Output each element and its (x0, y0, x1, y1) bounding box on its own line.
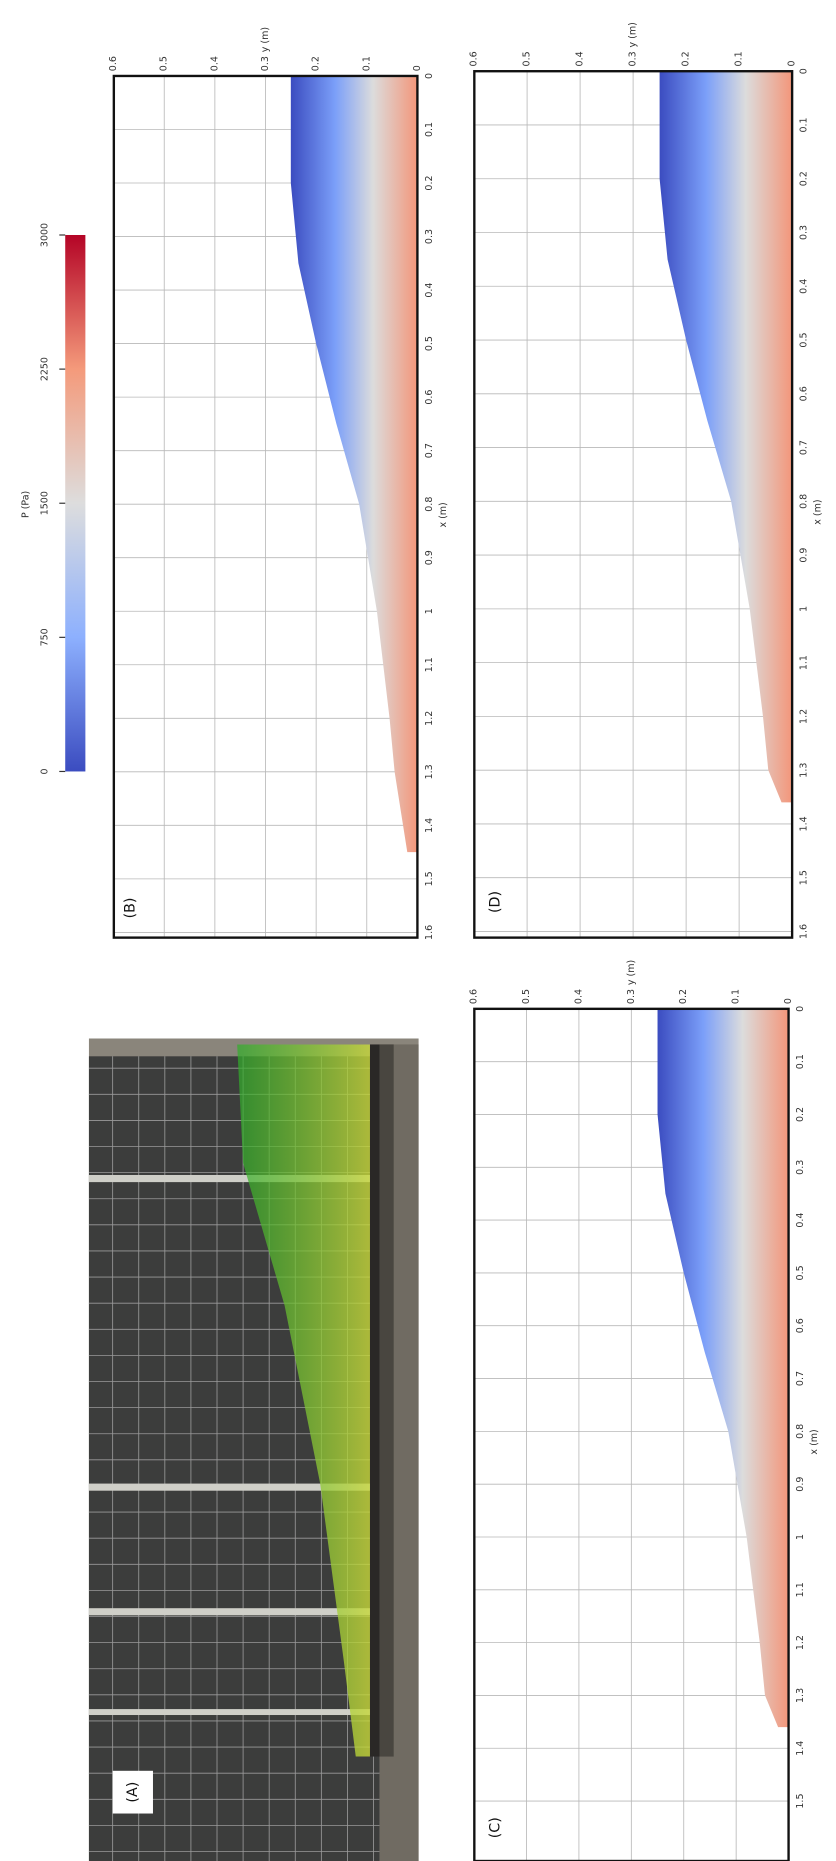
x-tick-label: 0.9 (795, 1477, 806, 1492)
x-axis-label: x (m) (438, 502, 449, 527)
y-tick-label: 0 (787, 60, 798, 66)
x-tick-label: 0.8 (798, 494, 809, 509)
colorbar-tick-label: 0 (40, 768, 51, 774)
x-tick-label: 0.7 (424, 443, 435, 458)
y-tick-label: 0 (783, 998, 794, 1004)
x-tick-label: 1.3 (424, 764, 435, 779)
x-tick-label: 0.6 (795, 1318, 806, 1333)
x-tick-label: 0.6 (424, 390, 435, 405)
x-tick-label: 1 (795, 1534, 806, 1540)
x-tick-label: 0.6 (798, 386, 809, 401)
y-tick-label: 0.5 (522, 51, 533, 66)
y-tick-label: 0.4 (575, 51, 586, 66)
x-tick-label: 0.1 (795, 1054, 806, 1069)
x-tick-label: 1.3 (798, 763, 809, 778)
x-tick-label: 0.4 (795, 1213, 806, 1228)
x-tick-label: 0.4 (424, 283, 435, 298)
x-tick-label: 0.2 (795, 1107, 806, 1122)
y-tick-label: 0.6 (469, 989, 480, 1004)
y-tick-label: 0.3 (626, 989, 637, 1004)
x-tick-label: 0.8 (424, 497, 435, 512)
x-tick-label: 1 (424, 608, 435, 614)
y-tick-label: 0.5 (521, 989, 532, 1004)
y-tick-label: 0.3 (628, 51, 639, 66)
x-tick-label: 0 (424, 73, 435, 79)
photo (88, 1038, 419, 1861)
x-axis-label: x (m) (813, 499, 824, 524)
panel-label: (A) (125, 1782, 141, 1803)
x-tick-label: 0.5 (798, 332, 809, 347)
y-tick-label: 0.1 (734, 51, 745, 66)
y-tick-label: 0.6 (108, 56, 119, 71)
panel-label: (C) (488, 1817, 504, 1838)
x-tick-label: 0.3 (798, 225, 809, 240)
y-tick-label: 0.5 (159, 56, 170, 71)
x-tick-label: 0.2 (798, 171, 809, 186)
colorbar (65, 234, 86, 772)
y-tick-label: 0.4 (573, 989, 584, 1004)
x-tick-label: 1.4 (798, 816, 809, 831)
x-tick-label: 0.7 (798, 440, 809, 455)
x-tick-label: 0.1 (424, 122, 435, 137)
panel-frame (473, 70, 794, 939)
x-tick-label: 0 (798, 68, 809, 74)
panel-frame (112, 74, 419, 939)
colorbar-tick-label: 2250 (40, 357, 51, 381)
x-tick-label: 1 (798, 606, 809, 612)
x-tick-label: 1.1 (798, 655, 809, 670)
y-axis-label: y (m) (260, 27, 271, 52)
y-tick-label: 0.3 (260, 56, 271, 71)
x-tick-label: 1.1 (424, 657, 435, 672)
y-axis-label: y (m) (626, 960, 637, 985)
x-tick-label: 0.9 (424, 550, 435, 565)
y-tick-label: 0 (412, 65, 423, 71)
x-tick-label: 0.5 (795, 1265, 806, 1280)
x-tick-label: 1.5 (424, 871, 435, 886)
x-tick-label: 1.2 (798, 709, 809, 724)
x-tick-label: 0.9 (798, 548, 809, 563)
colorbar-tick-label: 3000 (40, 223, 51, 247)
x-tick-label: 0.1 (798, 117, 809, 132)
water-field (659, 71, 793, 803)
x-tick-label: 1.6 (424, 925, 435, 940)
x-tick-label: 1.4 (424, 818, 435, 833)
x-tick-label: 1.5 (798, 870, 809, 885)
x-tick-label: 0.3 (795, 1160, 806, 1175)
y-tick-label: 0.1 (731, 989, 742, 1004)
x-tick-label: 1.2 (424, 711, 435, 726)
y-tick-label: 0.2 (681, 51, 692, 66)
x-tick-label: 0.7 (795, 1371, 806, 1386)
colorbar-tick-label: 1500 (40, 491, 51, 515)
x-tick-label: 1.1 (795, 1582, 806, 1597)
x-tick-label: 1.5 (795, 1794, 806, 1809)
water-field (657, 1008, 789, 1728)
x-tick-label: 0.4 (798, 279, 809, 294)
x-tick-label: 1.6 (798, 924, 809, 939)
x-tick-label: 0.2 (424, 175, 435, 190)
x-tick-label: 1.3 (795, 1688, 806, 1703)
y-axis-label: y (m) (628, 22, 639, 47)
y-tick-label: 0.6 (469, 51, 480, 66)
colorbar-title: P (Pa) (21, 491, 32, 518)
y-tick-label: 0.4 (209, 56, 220, 71)
colorbar-tick-label: 750 (40, 628, 51, 646)
x-tick-label: 0.8 (795, 1424, 806, 1439)
water-field (290, 75, 418, 853)
panel-label: (B) (122, 898, 138, 919)
y-tick-label: 0.2 (678, 989, 689, 1004)
x-tick-label: 0.5 (424, 336, 435, 351)
panel-label: (D) (488, 891, 504, 913)
x-tick-label: 0 (795, 1006, 806, 1012)
x-axis-label: x (m) (809, 1429, 820, 1454)
y-tick-label: 0.1 (361, 56, 372, 71)
x-tick-label: 1.4 (795, 1741, 806, 1756)
y-tick-label: 0.2 (311, 56, 322, 71)
panel-frame (473, 1007, 790, 1861)
x-tick-label: 0.3 (424, 229, 435, 244)
x-tick-label: 1.2 (795, 1635, 806, 1650)
